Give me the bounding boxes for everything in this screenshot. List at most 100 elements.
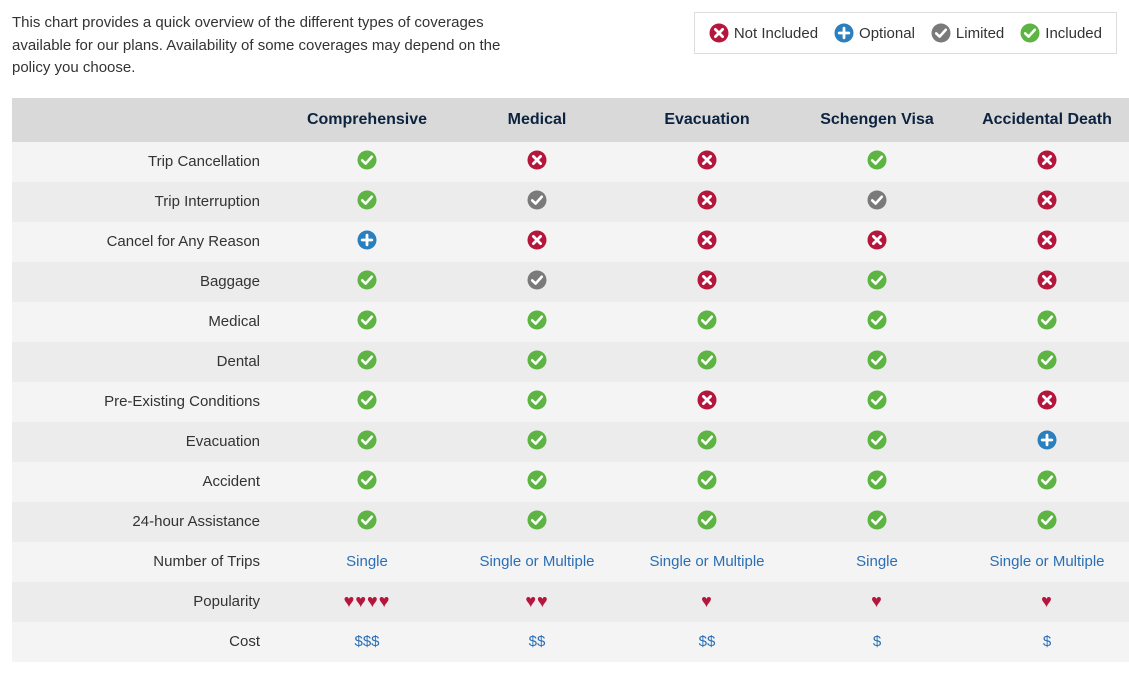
included-icon [867,270,887,290]
hearts-cell: ♥♥♥♥ [282,582,452,622]
optional-icon [1037,430,1057,450]
included-icon [1037,350,1057,370]
coverage-cell [452,502,622,542]
link-text[interactable]: $$ [529,633,546,650]
link-text[interactable]: Single or Multiple [649,553,764,570]
link-text[interactable]: Single [346,553,388,570]
hearts-cell: ♥ [792,582,962,622]
included-icon [867,350,887,370]
not_included-icon [697,150,717,170]
not_included-icon [527,230,547,250]
not_included-icon [1037,270,1057,290]
included-icon [867,430,887,450]
coverage-cell [282,142,452,182]
coverage-cell [622,302,792,342]
included-icon [867,390,887,410]
included-icon [357,350,377,370]
coverage-table: ComprehensiveMedicalEvacuationSchengen V… [12,98,1129,662]
included-icon [357,390,377,410]
link-text[interactable]: $$$ [354,633,379,650]
included-icon [1037,310,1057,330]
coverage-cell [282,382,452,422]
legend-item-optional: Optional [834,23,915,43]
coverage-cell [792,502,962,542]
included-icon [1037,470,1057,490]
row-label: Pre-Existing Conditions [12,382,282,422]
coverage-cell [282,222,452,262]
coverage-cell [962,302,1129,342]
hearts-wrapper: ♥ [871,594,883,611]
row-label: Accident [12,462,282,502]
intro-text: This chart provides a quick overview of … [12,12,532,80]
included-icon [357,470,377,490]
coverage-cell [962,462,1129,502]
row-label: Number of Trips [12,542,282,582]
table-row: Cost$$$$$$$$$ [12,622,1129,662]
legend-label: Not Included [734,25,818,42]
table-row: Accident [12,462,1129,502]
not_included-icon [697,390,717,410]
hearts-wrapper: ♥♥ [525,594,548,611]
table-row: Pre-Existing Conditions [12,382,1129,422]
coverage-cell [622,462,792,502]
legend-item-included: Included [1020,23,1102,43]
link-text[interactable]: Single or Multiple [989,553,1104,570]
coverage-cell [792,142,962,182]
included-icon [697,350,717,370]
coverage-cell [622,222,792,262]
coverage-cell [792,342,962,382]
coverage-cell [962,142,1129,182]
link-text[interactable]: $ [1043,633,1051,650]
coverage-cell [622,342,792,382]
limited-icon [931,23,951,43]
row-label: Trip Interruption [12,182,282,222]
coverage-cell [792,382,962,422]
included-icon [697,510,717,530]
included-icon [697,430,717,450]
legend: Not IncludedOptionalLimitedIncluded [694,12,1117,54]
heart-icon: ♥ [379,591,391,611]
coverage-cell [962,502,1129,542]
coverage-cell [792,182,962,222]
limited-icon [867,190,887,210]
heart-icon: ♥ [525,591,537,611]
coverage-cell [452,182,622,222]
coverage-cell [622,422,792,462]
table-row: 24-hour Assistance [12,502,1129,542]
link-text[interactable]: Single [856,553,898,570]
heart-icon: ♥ [871,591,883,611]
coverage-cell [962,422,1129,462]
not_included-icon [709,23,729,43]
not_included-icon [1037,190,1057,210]
heart-icon: ♥ [355,591,367,611]
coverage-cell [452,222,622,262]
coverage-cell [962,342,1129,382]
link-text[interactable]: $ [873,633,881,650]
row-label: Trip Cancellation [12,142,282,182]
heart-icon: ♥ [344,591,356,611]
included-icon [527,510,547,530]
included-icon [357,150,377,170]
column-header: Medical [452,98,622,142]
limited-icon [527,190,547,210]
heart-icon: ♥ [701,591,713,611]
link-text[interactable]: Single or Multiple [479,553,594,570]
included-icon [357,430,377,450]
coverage-cell [452,462,622,502]
coverage-cell [282,422,452,462]
link-cell: $$ [452,622,622,662]
included-icon [527,390,547,410]
hearts-wrapper: ♥♥♥♥ [344,594,391,611]
included-icon [357,270,377,290]
coverage-cell [452,142,622,182]
hearts-wrapper: ♥ [1041,594,1053,611]
coverage-cell [452,262,622,302]
row-label: Dental [12,342,282,382]
included-icon [867,310,887,330]
table-row: Cancel for Any Reason [12,222,1129,262]
included-icon [1020,23,1040,43]
legend-label: Included [1045,25,1102,42]
coverage-cell [452,302,622,342]
link-text[interactable]: $$ [699,633,716,650]
coverage-cell [452,422,622,462]
